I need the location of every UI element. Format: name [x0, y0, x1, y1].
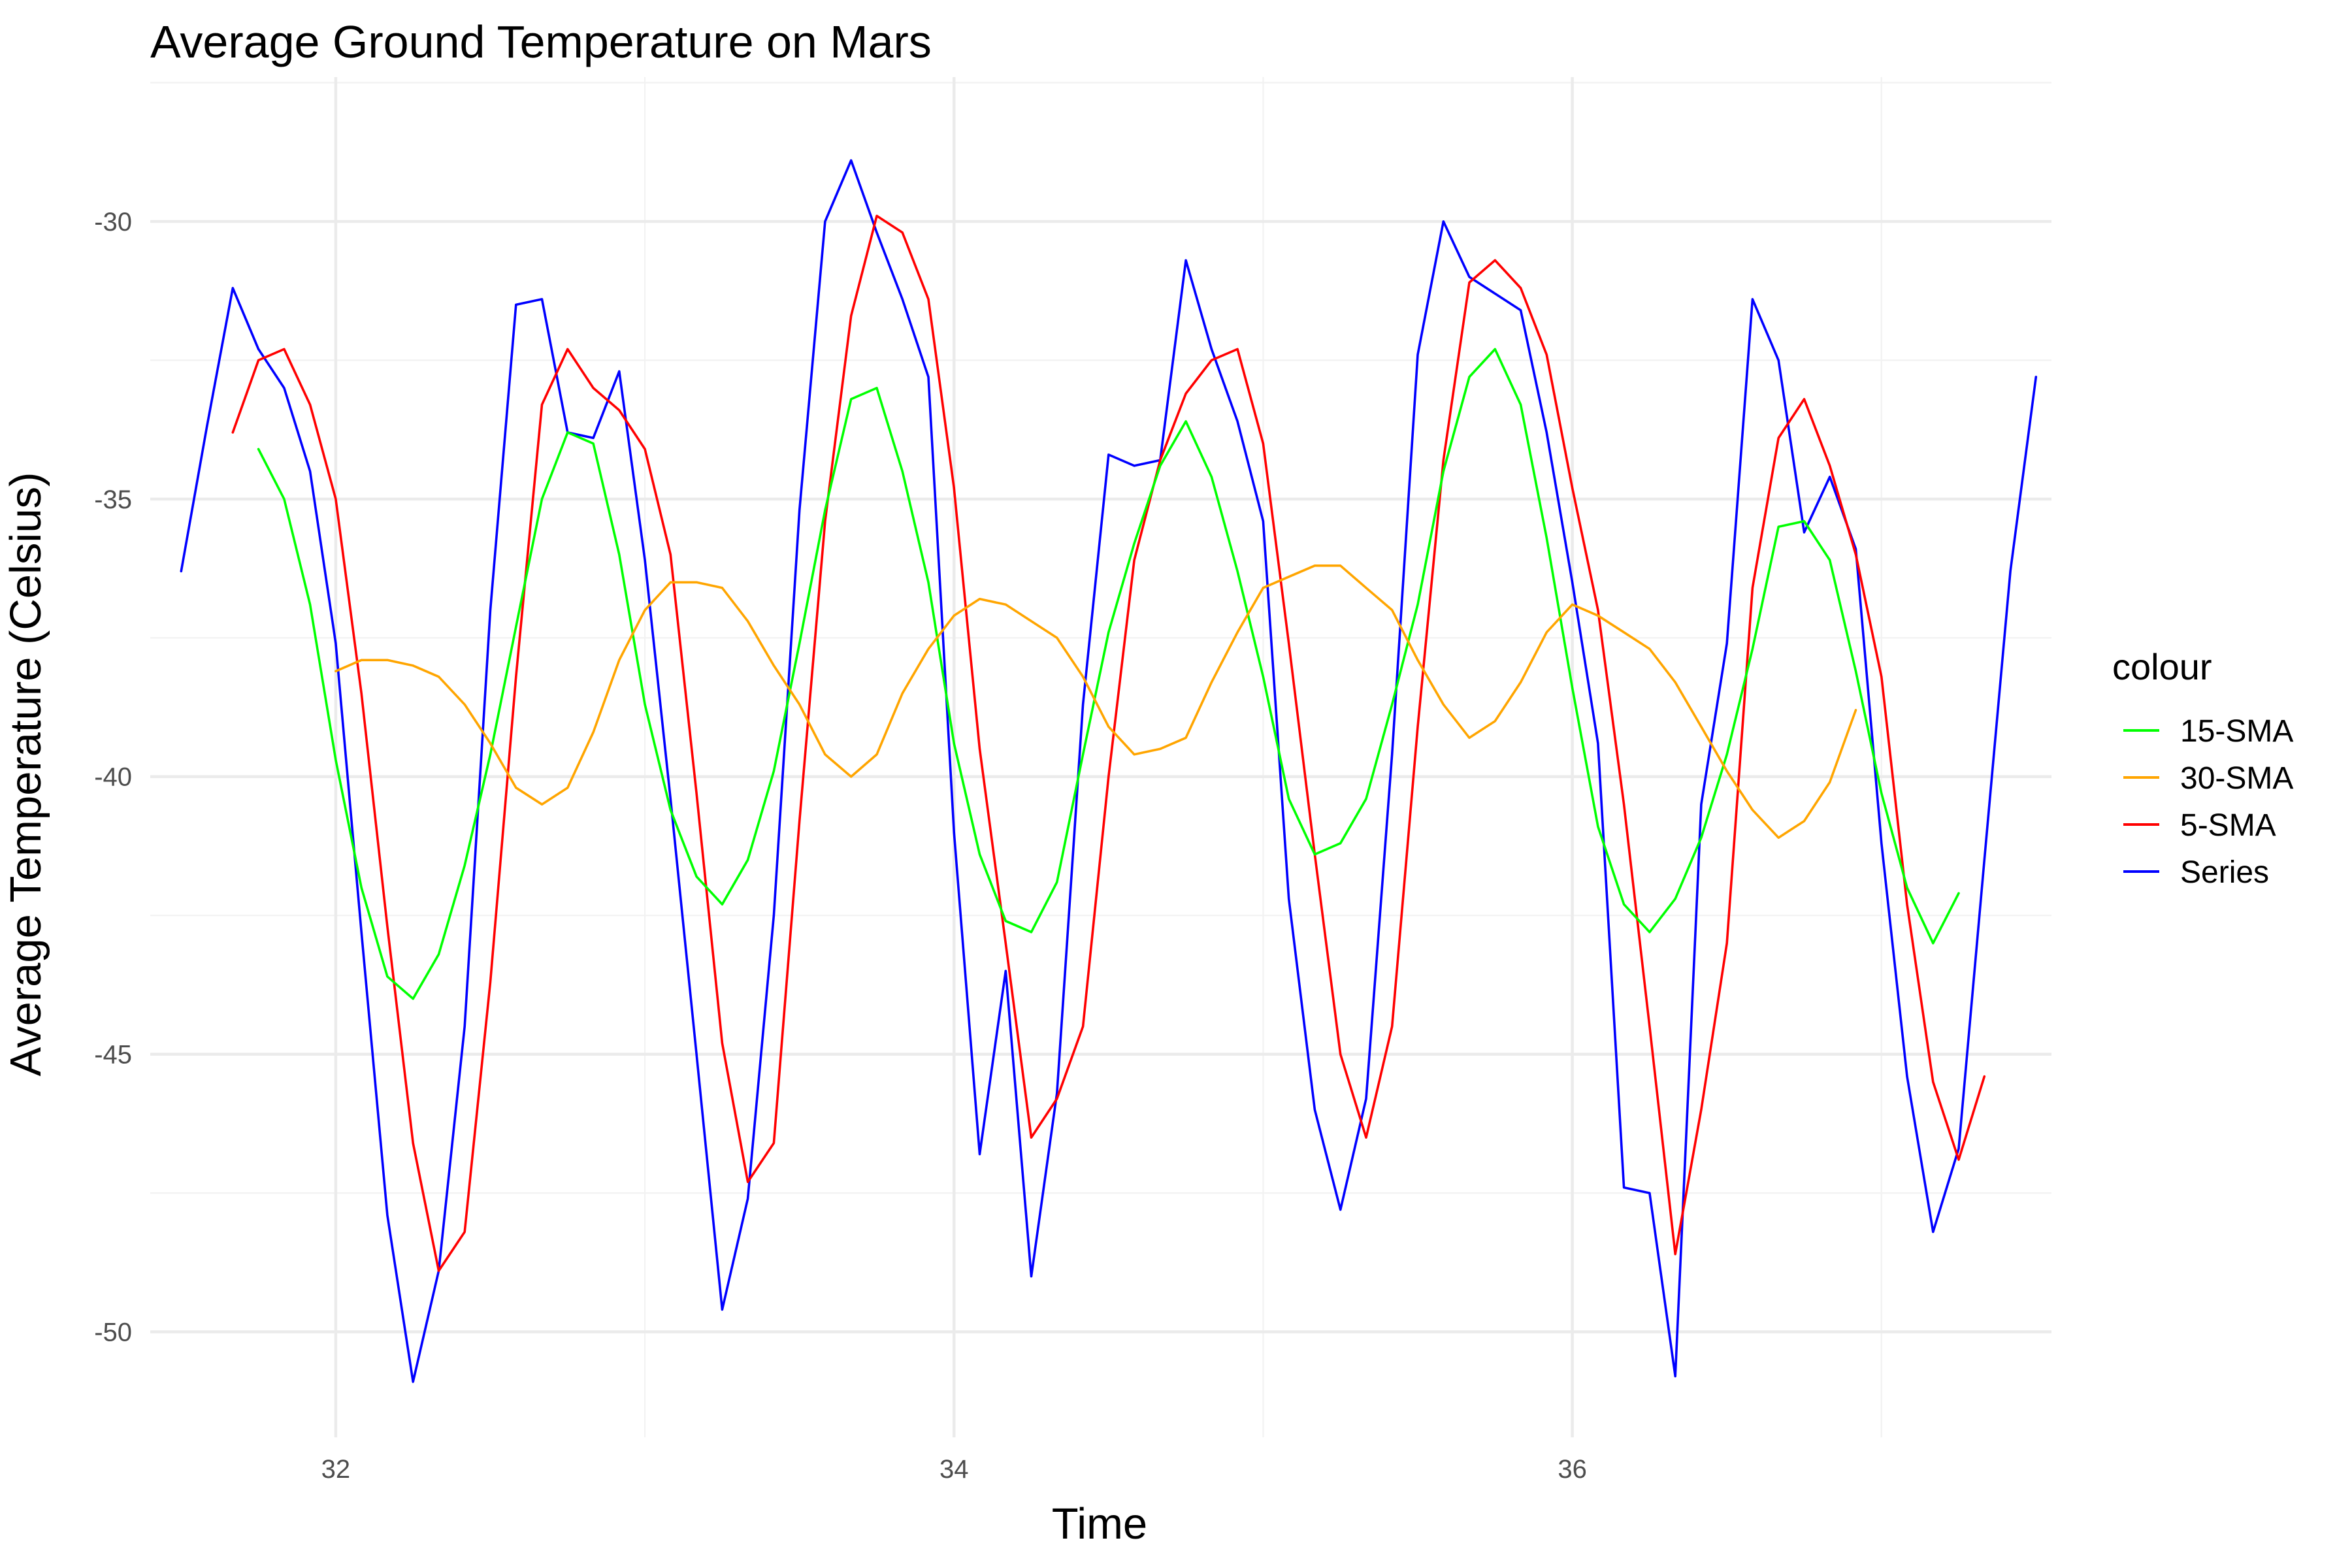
- tick-labels: 32 34 36 -30 -35 -40 -45 -50: [94, 208, 1587, 1484]
- x-tick-label: 36: [1558, 1455, 1587, 1484]
- legend-label: 5-SMA: [2180, 808, 2276, 843]
- legend-label: Series: [2180, 855, 2269, 890]
- series-line-5-sma: [231, 214, 1986, 1272]
- y-tick-label: -30: [94, 208, 132, 237]
- legend-label: 15-SMA: [2180, 714, 2293, 749]
- x-tick-label: 34: [939, 1455, 969, 1484]
- legend-title: colour: [2112, 646, 2212, 687]
- y-axis-title: Average Temperature (Celsius): [1, 472, 50, 1077]
- y-tick-label: -35: [94, 485, 132, 514]
- series-lines: [180, 159, 2038, 1383]
- y-tick-label: -45: [94, 1041, 132, 1070]
- y-tick-label: -40: [94, 763, 132, 792]
- y-tick-label: -50: [94, 1318, 132, 1347]
- legend-label: 30-SMA: [2180, 761, 2293, 796]
- major-gridlines: [150, 77, 2051, 1437]
- chart-title: Average Ground Temperature on Mars: [150, 16, 932, 67]
- legend-items: 15-SMA 30-SMA 5-SMA Series: [2123, 714, 2293, 890]
- legend: colour 15-SMA 30-SMA 5-SMA Series: [2112, 646, 2293, 890]
- series-line-30-sma: [335, 564, 1857, 839]
- series-line-series: [180, 159, 2038, 1383]
- x-axis-title: Time: [1052, 1499, 1147, 1548]
- series-line-15-sma: [257, 348, 1960, 1000]
- minor-gridlines: [150, 77, 2051, 1437]
- x-tick-label: 32: [321, 1455, 351, 1484]
